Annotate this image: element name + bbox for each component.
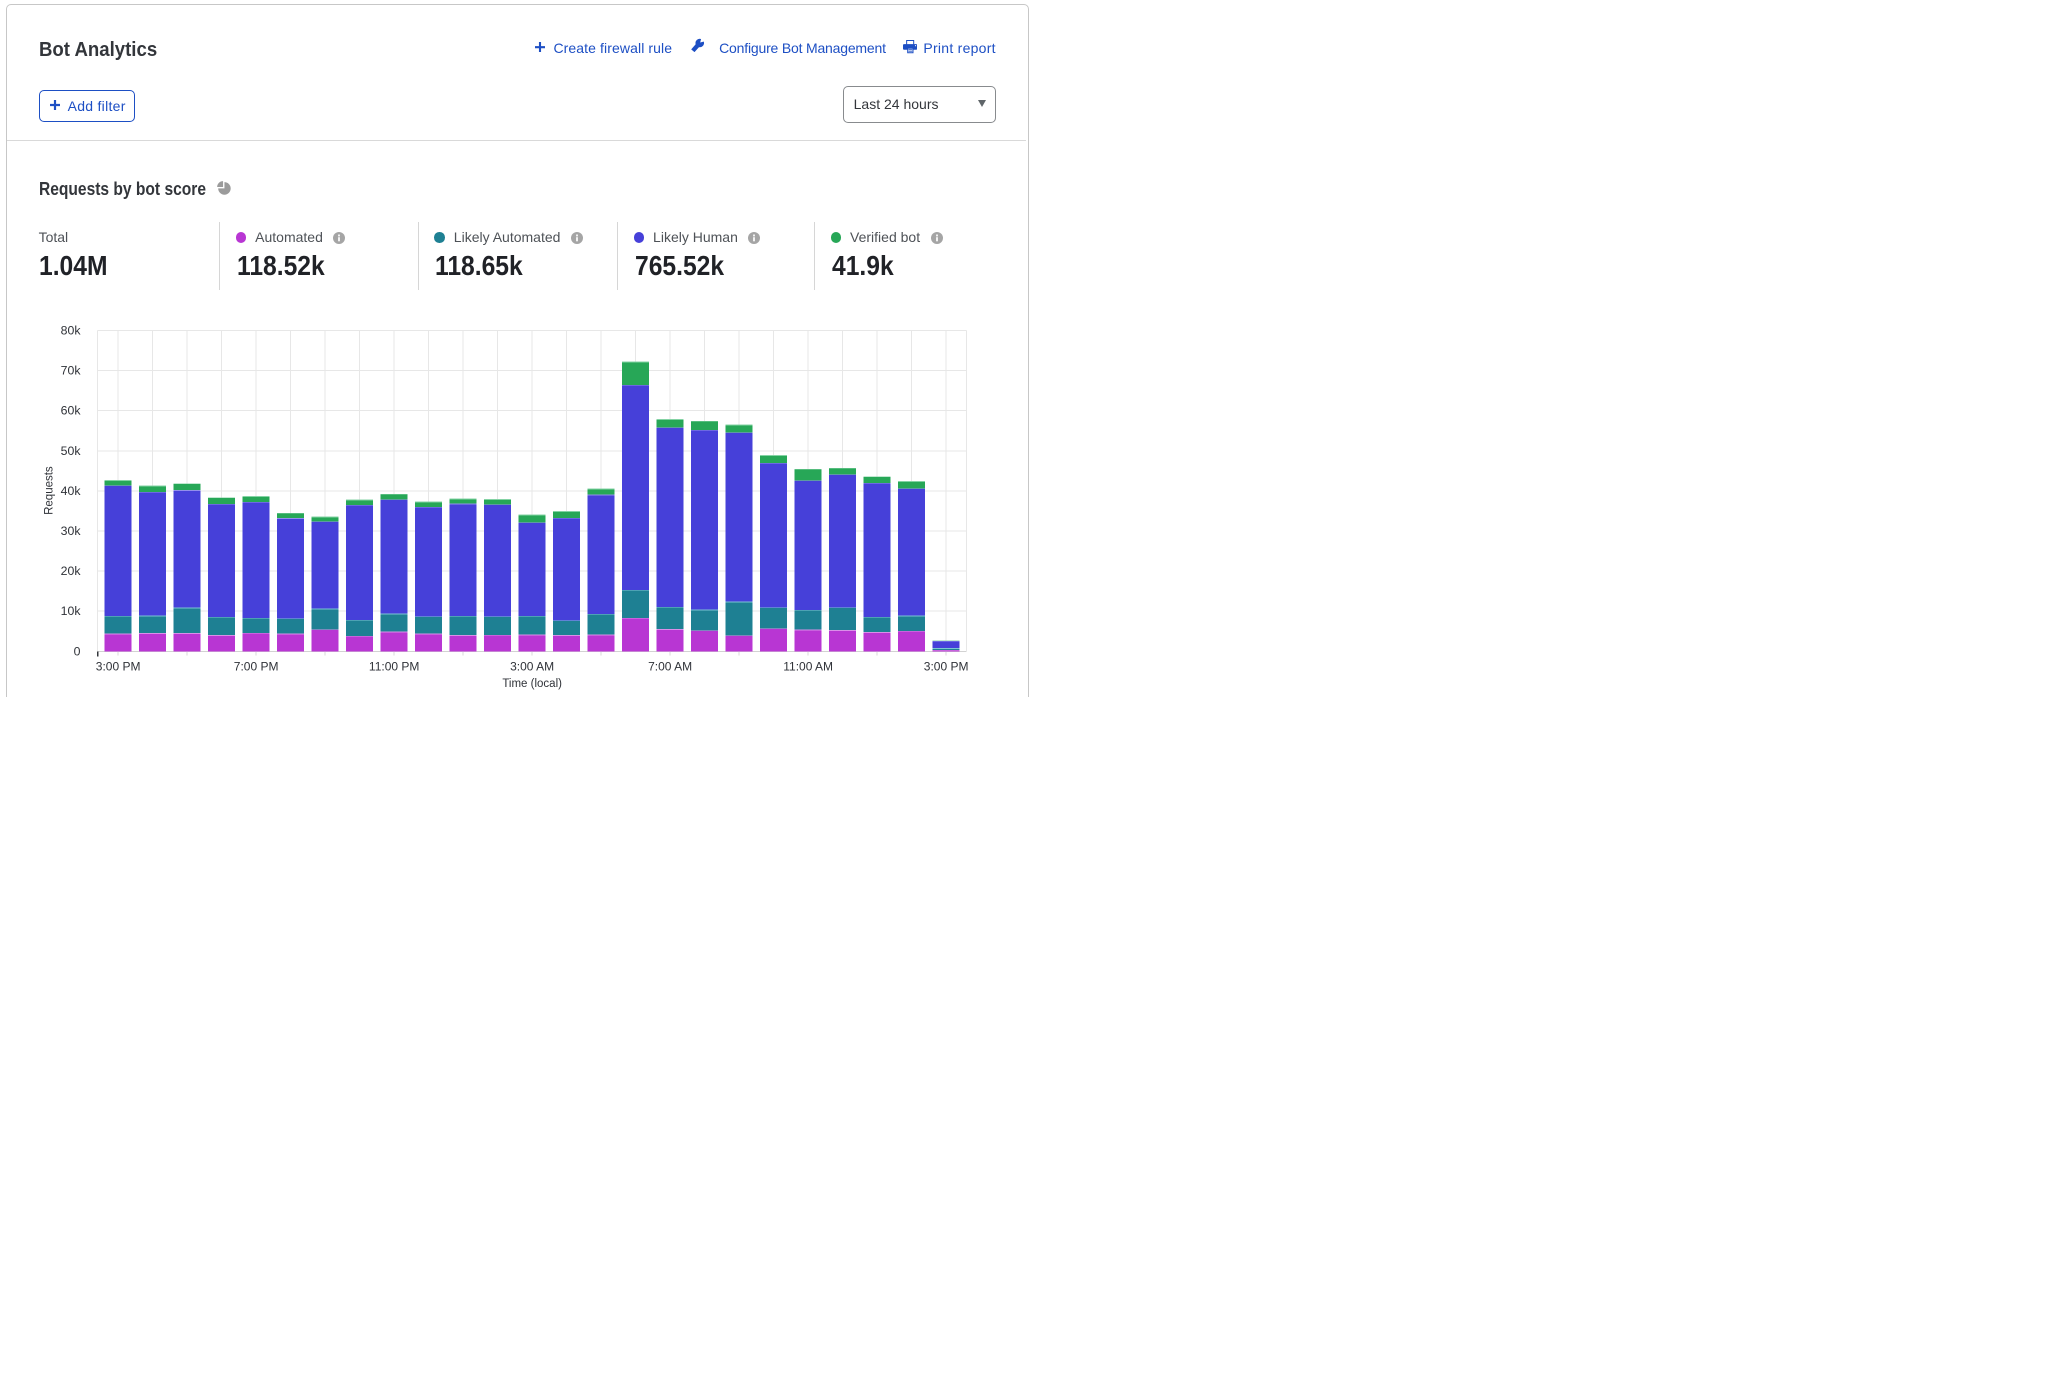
- svg-text:80k: 80k: [61, 324, 82, 338]
- svg-text:11:00 AM: 11:00 AM: [783, 659, 833, 673]
- svg-text:11:00 PM: 11:00 PM: [369, 659, 419, 673]
- svg-text:70k: 70k: [61, 364, 82, 378]
- svg-text:3:00 PM: 3:00 PM: [924, 659, 969, 673]
- svg-text:40k: 40k: [61, 484, 82, 498]
- svg-text:3:00 AM: 3:00 AM: [510, 659, 554, 673]
- svg-text:0: 0: [74, 644, 81, 658]
- svg-text:20k: 20k: [61, 564, 82, 578]
- svg-text:7:00 AM: 7:00 AM: [648, 659, 692, 673]
- svg-text:60k: 60k: [61, 404, 82, 418]
- svg-text:50k: 50k: [61, 444, 82, 458]
- svg-text:Requests: Requests: [44, 466, 56, 515]
- svg-text:3:00 PM: 3:00 PM: [96, 659, 141, 673]
- svg-text:Time (local): Time (local): [502, 678, 562, 690]
- svg-text:7:00 PM: 7:00 PM: [234, 659, 279, 673]
- svg-text:10k: 10k: [61, 604, 82, 618]
- svg-text:30k: 30k: [61, 524, 82, 538]
